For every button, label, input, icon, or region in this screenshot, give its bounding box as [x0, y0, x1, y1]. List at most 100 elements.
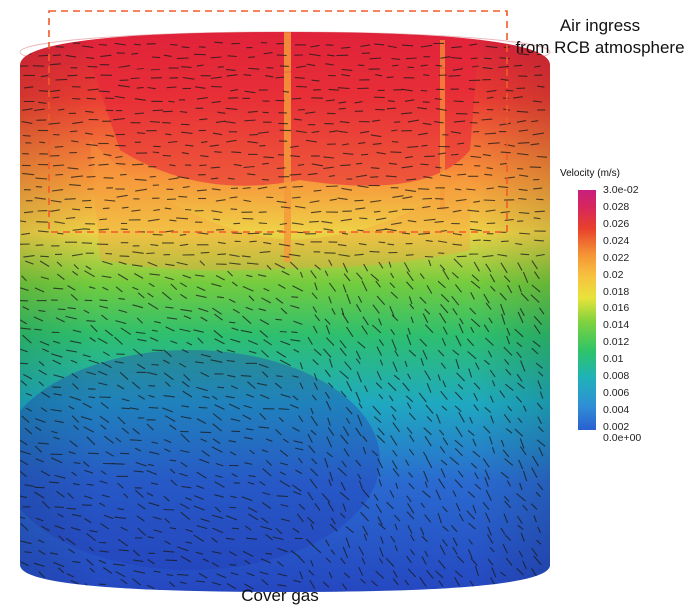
velocity-vector — [534, 74, 543, 76]
velocity-vector — [358, 566, 364, 576]
velocity-vector — [20, 574, 29, 578]
velocity-vector — [325, 99, 335, 102]
velocity-vector — [482, 153, 491, 157]
velocity-vector — [298, 415, 304, 423]
velocity-vector — [531, 347, 539, 355]
velocity-vector — [442, 380, 447, 388]
velocity-vector — [384, 228, 397, 232]
velocity-vector — [516, 341, 523, 348]
velocity-vector — [470, 462, 478, 469]
velocity-vector — [345, 537, 351, 548]
velocity-vector — [258, 222, 268, 225]
velocity-vector — [407, 220, 417, 223]
velocity-vector — [33, 108, 45, 112]
velocity-vector — [339, 121, 350, 124]
velocity-vector — [291, 484, 302, 492]
velocity-vector — [296, 85, 308, 88]
velocity-vector — [391, 222, 402, 226]
velocity-vector — [129, 407, 139, 410]
velocity-vector — [163, 359, 170, 364]
velocity-vector — [278, 243, 290, 247]
velocity-vector — [130, 77, 140, 80]
velocity-vector — [373, 210, 381, 213]
velocity-vector — [170, 479, 178, 486]
velocity-vector — [90, 324, 98, 333]
velocity-vector — [519, 174, 529, 177]
velocity-vector — [474, 483, 482, 490]
velocity-vector — [57, 232, 64, 235]
velocity-vector — [170, 340, 178, 344]
velocity-vector — [97, 370, 108, 376]
velocity-vector — [132, 286, 139, 291]
velocity-vector — [500, 571, 506, 577]
velocity-vector — [22, 134, 31, 137]
velocity-vector — [405, 156, 413, 159]
velocity-vector — [455, 359, 460, 370]
velocity-vector — [354, 253, 364, 256]
velocity-vector — [132, 549, 141, 557]
velocity-vector — [519, 232, 531, 235]
velocity-vector — [536, 155, 548, 158]
velocity-vector — [69, 184, 81, 187]
velocity-vector — [385, 175, 397, 178]
velocity-vector — [469, 580, 475, 587]
velocity-vector — [69, 440, 78, 448]
velocity-vector — [114, 360, 124, 364]
velocity-vector — [263, 52, 273, 55]
velocity-vector — [211, 562, 219, 568]
velocity-vector — [169, 164, 176, 167]
velocity-vector — [246, 572, 255, 577]
velocity-vector — [277, 584, 287, 587]
velocity-vector — [454, 479, 463, 489]
velocity-vector — [292, 490, 302, 496]
velocity-vector — [489, 369, 496, 378]
velocity-vector — [38, 309, 46, 312]
velocity-vector — [426, 416, 433, 422]
velocity-vector — [181, 152, 189, 155]
velocity-vector — [196, 97, 208, 100]
velocity-vector — [327, 54, 335, 57]
velocity-vector — [119, 173, 127, 176]
velocity-vector — [375, 74, 383, 77]
velocity-vector — [369, 57, 382, 60]
velocity-vector — [114, 42, 126, 46]
velocity-vector — [224, 120, 236, 124]
velocity-vector — [392, 422, 401, 433]
velocity-vector — [263, 156, 274, 159]
velocity-vector — [162, 122, 171, 124]
velocity-vector — [355, 174, 368, 178]
velocity-vector — [275, 527, 283, 535]
velocity-vector — [405, 57, 417, 60]
velocity-vector — [468, 522, 476, 530]
velocity-vector — [281, 270, 290, 276]
velocity-vector — [314, 502, 321, 511]
velocity-vector — [22, 172, 35, 176]
velocity-vector — [337, 467, 347, 477]
velocity-vector — [82, 199, 92, 202]
velocity-vector — [39, 340, 50, 346]
velocity-vector — [439, 174, 451, 178]
velocity-vector — [499, 57, 510, 60]
velocity-vector — [389, 282, 396, 289]
velocity-vector — [137, 527, 147, 537]
velocity-vector — [474, 145, 481, 147]
legend-tick: 0.008 — [603, 370, 630, 382]
velocity-vector — [407, 568, 417, 578]
velocity-vector — [309, 478, 318, 489]
velocity-vector — [534, 210, 545, 213]
velocity-vector — [54, 474, 66, 479]
velocity-vector — [518, 459, 524, 470]
velocity-vector — [52, 54, 61, 57]
velocity-vector — [67, 285, 76, 291]
velocity-vector — [152, 151, 160, 154]
velocity-vector — [531, 284, 541, 293]
velocity-vector — [199, 458, 210, 464]
velocity-vector — [276, 351, 287, 358]
velocity-vector — [55, 46, 64, 48]
velocity-vector — [426, 570, 434, 579]
velocity-vector — [52, 96, 60, 99]
velocity-vector — [80, 416, 93, 421]
velocity-vector — [533, 555, 542, 566]
velocity-vector — [502, 449, 510, 458]
velocity-vector — [338, 101, 347, 104]
